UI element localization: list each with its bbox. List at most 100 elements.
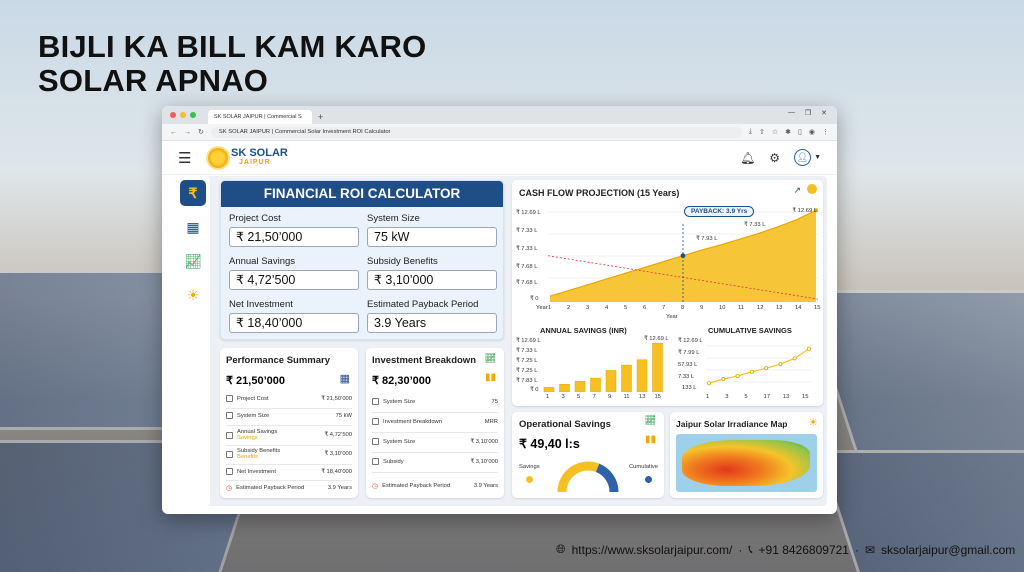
calculator-icon: ▦ (339, 373, 350, 385)
subsidy-icon (226, 450, 233, 458)
x-tick: 5 (577, 394, 581, 400)
url-field[interactable]: SK SOLAR JAIPUR | Commercial Solar Inves… (210, 126, 742, 138)
gauge-right-label: Cumulative (629, 464, 658, 470)
chart-icon[interactable]: 📈︎ (184, 252, 202, 269)
cashflow-chart (548, 208, 818, 302)
list-item: System Size ₹ 3,10’000 (372, 438, 498, 445)
subsidy-benefits-field: Subsidy Benefits ₹ 3,10’000 (367, 256, 497, 290)
close-icon[interactable]: ✕ (821, 110, 827, 117)
y-tick: ₹ 7.68 L (516, 264, 538, 270)
net-investment-input[interactable]: ₹ 18,40’000 (229, 313, 359, 333)
annual-savings-input[interactable]: ₹ 4,72’500 (229, 270, 359, 290)
subsidy-benefits-input[interactable]: ₹ 3,10’000 (367, 270, 497, 290)
x-tick: 1 (546, 394, 550, 400)
maximize-dot[interactable] (190, 112, 196, 118)
x-tick: 3 (586, 305, 590, 311)
chevron-down-icon[interactable]: ▼ (814, 154, 821, 161)
invest-total: ₹ 82,30’000 (372, 375, 431, 387)
payback-period-input[interactable]: 3.9 Years (367, 313, 497, 333)
more-icon[interactable]: ⋮ (822, 129, 829, 136)
window-controls (170, 112, 196, 118)
minimize-icon[interactable]: — (787, 109, 795, 116)
y-tick: ₹ 7.33 L (516, 228, 538, 234)
data-label: ₹ 12.69 L (644, 336, 669, 342)
system-size-input[interactable]: 75 kW (367, 227, 497, 247)
x-tick: 4 (605, 305, 609, 311)
sun-icon (807, 184, 817, 194)
rupee-icon[interactable]: ₹ (180, 180, 206, 206)
doc-icon (226, 395, 233, 402)
browser-tab[interactable]: SK SOLAR JAIPUR | Commercial S (208, 110, 312, 124)
annual-savings-chart (543, 342, 663, 392)
new-tab-icon[interactable]: + (318, 112, 324, 122)
y-tick: ₹ 7.68 L (516, 280, 538, 286)
x-tick: 17 (763, 394, 771, 400)
email-link[interactable]: sksolarjaipur@gmail.com (881, 542, 1016, 557)
sun-logo-icon (208, 147, 228, 168)
x-tick: 6 (643, 305, 647, 311)
gauge-slice (595, 463, 619, 493)
map-land (682, 440, 810, 486)
side-rail: ₹ ▦ 📈︎ ☀ (172, 176, 210, 506)
bell-icon[interactable]: 🔔︎ (740, 150, 756, 165)
payback-period-field: Estimated Payback Period 3.9 Years (367, 299, 497, 333)
phone-number[interactable]: +91 8426809721 (758, 542, 849, 557)
operational-savings-card: Operational Savings 📈︎ ▮▮ ₹ 49,40 l:s Sa… (512, 412, 664, 498)
brand-name: SK SOLAR (231, 146, 288, 159)
calculator-icon[interactable]: ▦ (186, 218, 200, 235)
tab-bar: SK SOLAR JAIPUR | Commercial S + — ❐ ✕ (162, 106, 837, 124)
list-item: System Size 75 (372, 398, 498, 405)
gear-icon[interactable]: ⚙ (769, 150, 781, 165)
performance-summary-card: Performance Summary ₹ 21,50’000 ▦ Projec… (220, 348, 358, 498)
website-link[interactable]: https://www.sksolarjaipur.com/ (571, 542, 733, 557)
list-item: ◷ Estimated Payback Period 3.9 Years (226, 485, 352, 492)
avatar[interactable]: 👤︎ (794, 149, 812, 166)
close-dot[interactable] (170, 112, 176, 118)
cumulative-line (708, 348, 810, 384)
hamburger-menu-icon[interactable]: ☰ (178, 149, 192, 167)
star-icon[interactable]: ☆ (771, 129, 779, 136)
restore-icon[interactable]: ❐ (804, 110, 812, 117)
address-bar-row: ← → ↻ SK SOLAR JAIPUR | Commercial Solar… (162, 124, 837, 141)
minimize-dot[interactable] (180, 112, 186, 118)
share-icon[interactable]: ⇧ (759, 129, 765, 136)
x-tick: 7 (592, 394, 596, 400)
x-tick: 5 (744, 394, 748, 400)
annual-savings-field: Annual Savings ₹ 4,72’500 (229, 256, 359, 290)
x-axis-label: Year (666, 314, 678, 320)
contact-footer: 🌐︎ https://www.sksolarjaipur.com/ · 📞︎ +… (556, 542, 1016, 557)
sidebar-icon[interactable]: ▯ (798, 129, 802, 136)
x-tick: 1 (706, 394, 710, 400)
dashboard-body: ₹ ▦ 📈︎ ☀ FINANCIAL ROI CALCULATOR Projec… (172, 176, 827, 506)
external-link-icon[interactable]: ↗ (793, 185, 801, 195)
reload-icon[interactable]: ↻ (198, 129, 204, 136)
point (706, 381, 712, 386)
app-header: ☰ SK SOLAR JAIPUR 🔔︎ ⚙ 👤︎ ▼ (162, 141, 837, 175)
x-tick: 9 (700, 305, 704, 311)
list-item: Investment Breakdown MRR (372, 418, 498, 425)
perf-total: ₹ 21,50’000 (226, 375, 285, 387)
invest-title: Investment Breakdown (372, 355, 476, 366)
extensions-icon[interactable]: ✱ (785, 129, 792, 136)
project-cost-input[interactable]: ₹ 21,50’000 (229, 227, 359, 247)
list-item: Project Cost ₹ 21,50’000 (226, 395, 352, 402)
download-icon[interactable]: ⤓ (748, 128, 752, 135)
payback-point (680, 253, 686, 259)
x-tick: 14 (795, 305, 802, 311)
cashflow-x-axis: 1 2 3 4 5 6 7 8 9 10 11 12 13 14 15 (548, 305, 820, 313)
forward-icon[interactable]: → (184, 128, 191, 136)
y-tick: ₹ 12.69 L (516, 210, 541, 216)
bar (621, 364, 632, 392)
x-tick: 7 (662, 305, 666, 311)
investment-icon (226, 468, 233, 475)
net-investment-field: Net Investment ₹ 18,40’000 (229, 299, 359, 333)
heat-map[interactable] (676, 434, 817, 492)
x-tick: 13 (782, 394, 790, 400)
operational-title: Operational Savings (519, 419, 611, 430)
list-item: System Size 75 kW (226, 412, 352, 419)
profile-icon[interactable]: ◉ (808, 129, 815, 136)
sun-icon[interactable]: ☀ (186, 286, 200, 303)
brand-logo[interactable]: SK SOLAR JAIPUR (208, 146, 288, 168)
cashflow-title: CASH FLOW PROJECTION (15 Years) (519, 188, 680, 198)
back-icon[interactable]: ← (170, 128, 177, 136)
